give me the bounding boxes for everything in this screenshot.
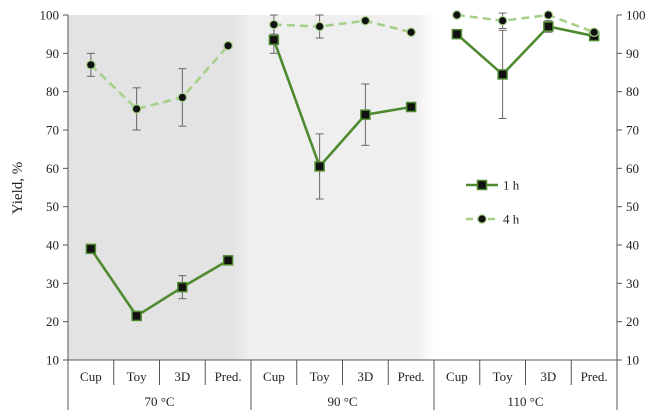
y-tick-label-right: 70 xyxy=(626,123,639,138)
panel-background-3 xyxy=(434,15,617,360)
data-point-4h xyxy=(452,10,462,20)
data-point-1h xyxy=(476,179,488,191)
series-line xyxy=(272,39,412,168)
category-label: Cup xyxy=(80,369,102,384)
series-line xyxy=(456,13,595,34)
data-point-1h xyxy=(405,101,417,113)
data-point-4h xyxy=(131,104,142,114)
data-point-1h xyxy=(451,28,463,40)
y-tick-label-right: 50 xyxy=(626,199,639,214)
y-tick-label-left: 20 xyxy=(46,314,59,329)
y-tick-label-left: 60 xyxy=(46,161,59,176)
y-tick-label-left: 80 xyxy=(46,84,59,99)
y-tick-label-right: 30 xyxy=(626,276,639,291)
data-point-4h xyxy=(406,27,416,38)
category-label: Pred. xyxy=(215,369,242,384)
data-point-1h xyxy=(314,161,325,172)
category-label: Pred. xyxy=(398,369,425,384)
data-point-4h xyxy=(543,10,554,20)
category-label: 3D xyxy=(540,369,556,384)
data-point-4h xyxy=(314,21,325,32)
category-label: 3D xyxy=(357,369,373,384)
series-line xyxy=(273,19,412,34)
axes xyxy=(63,14,622,410)
data-point-1h xyxy=(360,109,371,120)
y-tick-label-right: 80 xyxy=(626,84,639,99)
series-line xyxy=(89,44,230,111)
panel-background-2 xyxy=(251,15,434,360)
data-point-4h xyxy=(86,60,96,70)
data-point-1h xyxy=(177,281,188,293)
y-tick-label-right: 100 xyxy=(626,8,646,23)
data-point-4h xyxy=(497,15,508,26)
data-point-1h xyxy=(268,34,280,46)
y-tick-label-right: 20 xyxy=(626,314,639,329)
series xyxy=(85,10,600,322)
panel-backgrounds xyxy=(68,15,617,360)
data-point-1h xyxy=(131,310,142,322)
y-tick-label-left: 10 xyxy=(46,353,59,368)
data-point-1h xyxy=(543,21,554,32)
data-point-1h xyxy=(85,243,97,255)
legend: 1 h 4 h xyxy=(466,178,520,227)
data-point-1h xyxy=(222,255,234,266)
y-tick-label-left: 90 xyxy=(46,46,59,61)
series-line xyxy=(456,25,595,76)
legend-label: 4 h xyxy=(503,212,520,227)
category-label: Toy xyxy=(493,369,514,384)
panel-background-1 xyxy=(68,15,251,360)
y-tick-label-left: 100 xyxy=(40,8,60,23)
data-point-4h xyxy=(223,40,233,51)
data-point-4h xyxy=(177,92,188,103)
data-point-4h xyxy=(269,19,279,30)
category-label: 3D xyxy=(174,369,190,384)
category-label: Pred. xyxy=(581,369,608,384)
y-tick-label-left: 40 xyxy=(46,238,59,253)
category-label: Cup xyxy=(263,369,285,384)
data-point-4h xyxy=(589,27,599,38)
y-axis-label: Yield, % xyxy=(10,162,26,215)
data-point-4h xyxy=(477,214,487,224)
y-tick-label-right: 40 xyxy=(626,238,639,253)
legend-label: 1 h xyxy=(503,178,520,193)
y-tick-label-right: 60 xyxy=(626,161,639,176)
series-4h xyxy=(86,10,599,131)
series-line xyxy=(89,248,229,318)
y-tick-label-left: 30 xyxy=(46,276,59,291)
data-point-4h xyxy=(360,15,371,26)
y-tick-label-left: 70 xyxy=(46,123,59,138)
data-point-1h xyxy=(497,69,508,80)
group-label: 70 °C xyxy=(144,394,174,409)
category-label: Cup xyxy=(446,369,468,384)
category-label: Toy xyxy=(310,369,331,384)
labels: 10 10 20 20 30 30 40 40 50 50 60 60 70 70 80 80 90 90 100 1… xyxy=(40,8,646,410)
group-label: 110 °C xyxy=(507,394,543,409)
y-tick-label-left: 50 xyxy=(46,199,59,214)
y-tick-label-right: 10 xyxy=(626,353,639,368)
group-label: 90 °C xyxy=(327,394,357,409)
y-tick-label-right: 90 xyxy=(626,46,639,61)
category-label: Toy xyxy=(127,369,148,384)
